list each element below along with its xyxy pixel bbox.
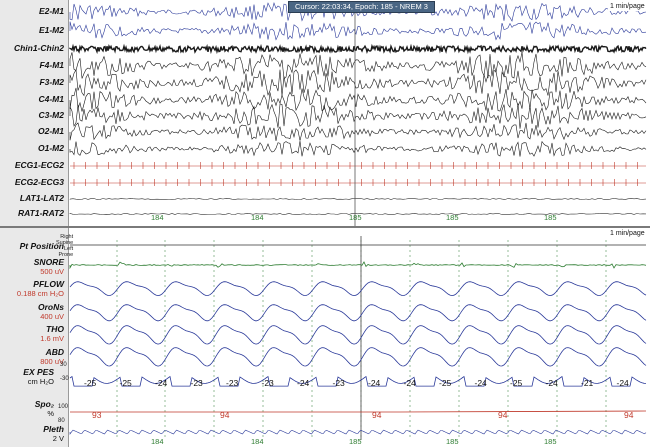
- label-pleth: Pleth 2 V: [43, 424, 64, 444]
- pes-value: -24: [297, 378, 310, 388]
- waveform-ecg2: [70, 179, 646, 186]
- waveform-f3m2: [69, 68, 647, 97]
- epoch-label-bottom: 185: [446, 437, 459, 446]
- waveform-orons: [69, 304, 647, 322]
- epoch-label: 184: [251, 213, 264, 222]
- waveform-o2m1: [69, 122, 647, 141]
- label-c3m2: C3-M2: [38, 110, 64, 120]
- label-pflow: PFLOW 0.188 cm H₂O: [16, 279, 64, 299]
- epoch-label-bottom: 185: [544, 437, 557, 446]
- spo2-value: 94: [220, 410, 230, 420]
- pes-value: -24: [403, 378, 416, 388]
- label-expes: EX PES cm H₂O: [23, 367, 54, 387]
- pes-value: -24: [616, 378, 629, 388]
- pes-value: -23: [226, 378, 239, 388]
- label-snore: SNORE 500 uV: [33, 257, 64, 277]
- expes-scale-bottom: -30: [60, 376, 69, 382]
- label-tho: THO 1.6 mV: [40, 324, 64, 344]
- label-c4m1: C4-M1: [38, 94, 64, 104]
- waveform-rat: [69, 212, 647, 215]
- label-chin: Chin1-Chin2: [13, 43, 64, 53]
- eeg-waveforms: [69, 1, 647, 226]
- label-o2m1: O2-M1: [38, 126, 64, 136]
- epoch-label: 185: [544, 213, 557, 222]
- eeg-panel: E2-M1 E1-M2 Chin1-Chin2 F4-M1 F3-M2 C4-M1 C3-M…: [0, 0, 647, 226]
- page-scale-top[interactable]: 1 min/page: [608, 3, 647, 11]
- label-pt-position: Pt Position: [19, 241, 64, 251]
- pes-value: -25: [510, 378, 523, 388]
- waveform-expes: [69, 375, 647, 387]
- spo2-scale-top: 100: [58, 404, 69, 410]
- epoch-label-bottom: 184: [251, 437, 264, 446]
- waveform-pleth: [69, 429, 647, 435]
- respiratory-waveforms: [69, 236, 647, 440]
- cursor-readout: Cursor: 22:03:34, Epoch: 185 - NREM 3: [288, 1, 435, 13]
- waveform-abd: [69, 347, 647, 367]
- spo2-scale-bottom: 80: [58, 418, 65, 424]
- label-ecg1: ECG1-ECG2: [14, 160, 64, 170]
- label-orons: OroNs 400 uV: [38, 302, 64, 322]
- epoch-label-bottom: 184: [151, 437, 164, 446]
- spo2-value: 93: [92, 410, 102, 420]
- pes-value: -21: [581, 378, 594, 388]
- waveform-chin: [69, 43, 647, 55]
- waveform-pflow: [69, 281, 647, 297]
- expes-scale-top: 30: [60, 362, 67, 368]
- page-scale-bottom[interactable]: 1 min/page: [608, 230, 647, 238]
- waveform-e2m1: [69, 1, 647, 22]
- epoch-label: 185: [446, 213, 459, 222]
- waveform-ecg1: [70, 162, 646, 169]
- respiratory-panel: 1 min/page Pt Position Right Supine Left…: [0, 226, 650, 447]
- label-ecg2: ECG2-ECG3: [14, 177, 64, 187]
- pes-value: -23: [332, 378, 345, 388]
- waveform-spo2: [70, 410, 647, 413]
- waveform-c4m1: [69, 87, 647, 112]
- label-f3m2: F3-M2: [39, 77, 64, 87]
- waveform-tho: [69, 325, 647, 345]
- eeg-label-column: [0, 0, 69, 226]
- pes-value: -25: [439, 378, 452, 388]
- pes-value: -23: [261, 378, 274, 388]
- pes-value: -25: [84, 378, 97, 388]
- label-e1m2: E1-M2: [38, 25, 64, 35]
- pes-value: -24: [368, 378, 381, 388]
- pes-value: -23: [190, 378, 203, 388]
- label-abd: ABD 800 uV: [40, 347, 64, 367]
- waveform-snore: [69, 261, 647, 270]
- label-f4m1: F4-M1: [39, 60, 64, 70]
- label-e2m1: E2-M1: [38, 6, 64, 16]
- waveform-o1m2: [69, 140, 647, 157]
- spo2-value: 94: [624, 410, 634, 420]
- waveform-f4m1: [69, 52, 647, 80]
- pes-value: -25: [119, 378, 132, 388]
- waveform-c3m2: [69, 103, 647, 129]
- pes-value: -24: [545, 378, 558, 388]
- spo2-value: 94: [498, 410, 508, 420]
- pes-value: -24: [155, 378, 168, 388]
- epoch-label: 185: [349, 213, 362, 222]
- label-lat: LAT1-LAT2: [19, 193, 64, 203]
- spo2-value: 94: [372, 410, 382, 420]
- waveform-e1m2: [69, 21, 647, 41]
- epoch-label: 184: [151, 213, 164, 222]
- pes-value: -24: [474, 378, 487, 388]
- waveform-lat: [69, 198, 647, 200]
- resp-label-column: [0, 228, 69, 447]
- label-rat: RAT1-RAT2: [18, 208, 64, 218]
- label-spo2: Spo₂ %: [34, 399, 54, 419]
- label-o1m2: O1-M2: [38, 143, 64, 153]
- position-scale: Right Supine Left Prone: [56, 234, 74, 258]
- epoch-label-bottom: 185: [349, 437, 362, 446]
